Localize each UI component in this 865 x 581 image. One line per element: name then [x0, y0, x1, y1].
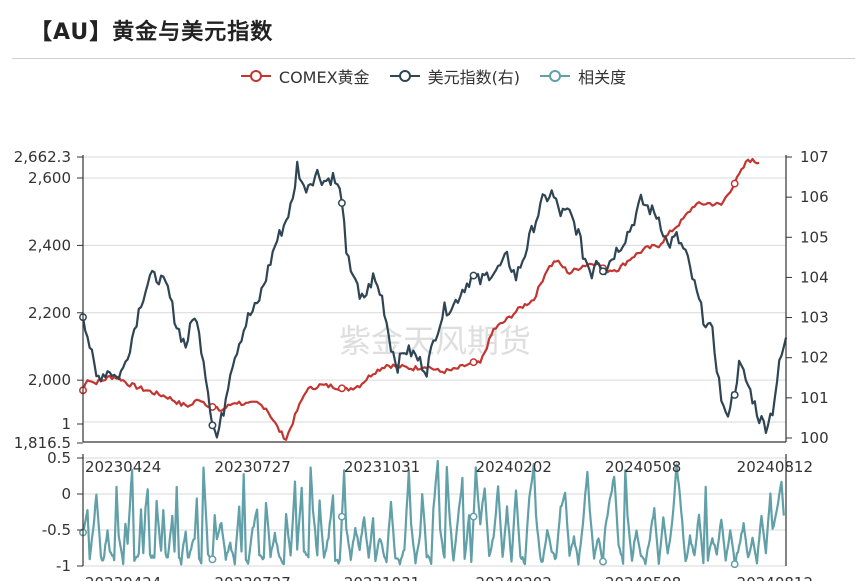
x-bottom-tick-label: 20230424: [85, 574, 161, 581]
x-bottom-tick-label: 20230727: [214, 574, 290, 581]
bottom-chart-grid: [83, 457, 786, 567]
series-marker: [599, 557, 607, 566]
y-bottom-tick-label: 0: [61, 485, 71, 503]
series-marker: [730, 560, 739, 569]
y-bottom-tick-label: -0.5: [42, 521, 71, 539]
legend-marker-usd: [389, 70, 420, 82]
series-marker: [208, 421, 217, 430]
legend-item-corr[interactable]: 相关度: [538, 63, 626, 89]
series-marker: [730, 391, 739, 399]
y-right-tick-label: 102: [800, 349, 829, 367]
y-right-tick-label: 103: [800, 309, 829, 327]
series-marker: [730, 179, 739, 188]
y-bottom-tick-label: -1: [56, 557, 71, 575]
legend-label-usd: 美元指数(右): [427, 68, 521, 87]
legend-marker-gold: [240, 70, 271, 82]
series-marker: [469, 358, 478, 367]
y-bottom-tick-label: 0.5: [47, 449, 71, 467]
y-right-tick-label: 106: [800, 188, 829, 206]
x-tick-label: 20240202: [476, 458, 552, 476]
y-right-tick-label: 107: [800, 148, 829, 166]
y-left-tick-label: 1: [61, 415, 71, 433]
y-left-tick-label: 2,662.3: [14, 148, 71, 166]
series-marker: [208, 555, 217, 564]
x-bottom-tick-label: 20240508: [605, 574, 681, 581]
x-bottom-tick-label: 20231031: [344, 574, 420, 581]
series-marker: [337, 384, 346, 393]
y-left-tick-label: 2,600: [28, 169, 71, 187]
legend-item-usd[interactable]: 美元指数(右): [388, 63, 521, 89]
series-line-comex-gold[interactable]: [81, 157, 760, 441]
series-line-correlation[interactable]: [81, 459, 785, 566]
legend-label-corr: 相关度: [578, 68, 627, 87]
y-left-tick-label: 2,000: [28, 371, 71, 389]
series-marker: [469, 271, 478, 280]
y-left-tick-label: 2,200: [28, 304, 71, 322]
chart-title: 【AU】黄金与美元指数: [30, 20, 274, 45]
series-marker: [337, 199, 346, 207]
x-tick-label: 20231031: [344, 458, 420, 476]
legend-item-gold[interactable]: COMEX黄金: [239, 63, 370, 89]
series-layer: [79, 157, 788, 569]
y-left-tick-label: 2,400: [28, 236, 71, 254]
x-tick-label: 20230424: [85, 458, 161, 476]
axis-layer: 1,816.51 2,000 2,200 2,400 2,600 2,662.3 100 10…: [14, 148, 829, 581]
y-right-tick-label: 104: [800, 268, 829, 286]
series-marker: [469, 512, 478, 521]
legend: COMEX黄金 美元指数(右) 相关度: [0, 63, 865, 89]
x-tick-label: 20240812: [737, 458, 813, 476]
y-right-tick-label: 100: [800, 429, 829, 447]
x-tick-label: 20240508: [605, 458, 681, 476]
y-right-tick-label: 105: [800, 228, 829, 246]
top-chart-grid: [83, 156, 786, 423]
title-divider: [12, 58, 855, 59]
x-tick-label: 20230727: [214, 458, 290, 476]
series-marker: [337, 512, 346, 521]
legend-label-gold: COMEX黄金: [278, 68, 370, 87]
x-bottom-tick-label: 20240812: [737, 574, 813, 581]
y-left-tick-label: 1,816.5: [14, 434, 71, 452]
x-bottom-tick-label: 20240202: [476, 574, 552, 581]
series-marker: [599, 267, 607, 276]
legend-marker-corr: [540, 70, 571, 82]
y-right-tick-label: 101: [800, 389, 829, 407]
series-line-usd-index[interactable]: [81, 160, 788, 439]
